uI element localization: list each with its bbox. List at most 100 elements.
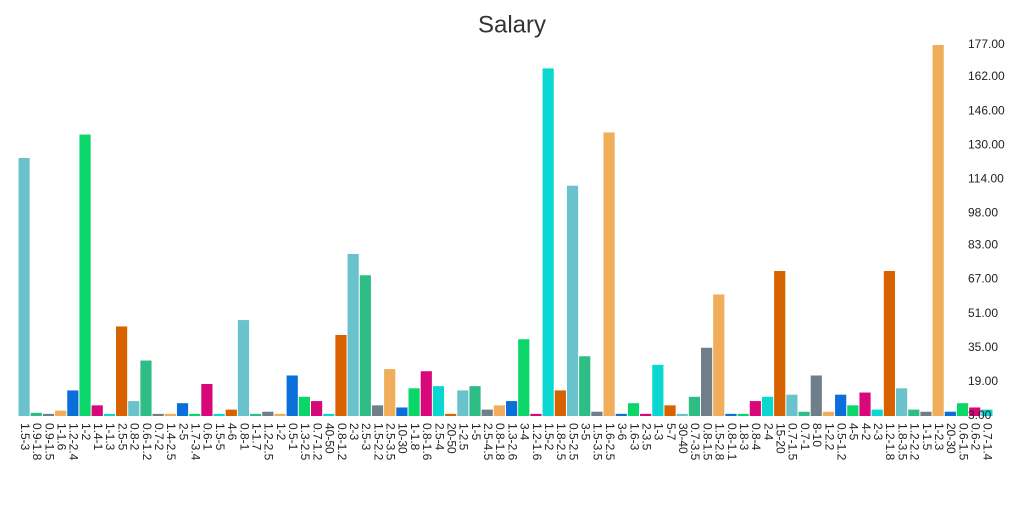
x-tick-label: 0.7-1.5 [786,423,800,461]
bar [42,413,55,416]
bar [225,409,237,416]
x-tick-label: 1.6-3 [627,423,641,451]
bar [79,134,91,416]
x-tick-label: 10-30 [396,423,410,454]
bar [786,394,798,416]
x-tick-label: 1.8-3.5 [895,423,909,461]
bar [298,396,310,416]
bar [908,409,920,416]
bar [530,413,542,416]
x-tick-label: 1-1.8 [408,423,422,451]
bar [737,413,749,416]
bar [237,320,250,416]
x-tick-label: 1.4-2.5 [164,423,178,461]
bar [506,401,518,416]
chart-title: Salary [478,11,546,38]
x-tick-label: 1.5-2.8 [713,423,727,461]
bar [883,271,895,416]
bar [359,275,371,416]
bar [469,386,481,416]
bar [274,413,286,416]
bar [554,390,566,416]
bar [713,294,725,416]
x-tick-label: 1-2.2 [822,423,836,451]
x-tick-label: 1.5-3 [18,423,32,451]
x-tick-label: 3-5 [579,423,593,441]
x-tick-label: 1.5-2 [542,423,556,451]
x-tick-label: 1-2 [79,423,93,441]
bar [128,401,140,416]
bar [262,411,274,416]
bar [213,413,225,416]
x-tick-label: 30-40 [676,423,690,454]
x-tick-label: 2.5-5 [115,423,129,451]
x-tick-label: 0.8-4 [749,423,763,451]
bar [189,413,201,416]
bar [493,405,505,416]
x-tick-label: 0.8-1.6 [420,423,434,461]
x-tick-label: 1-2.5 [457,423,471,451]
x-tick-label: 0.5-2.5 [566,423,580,461]
bar [774,271,786,416]
bar [725,413,737,416]
x-tick-label: 2-3 [871,423,885,441]
bar [445,413,457,416]
x-tick-label: 1.2-2.5 [262,423,276,461]
x-tick-label: 1.6-2.5 [603,423,617,461]
x-tick-label: 0.9-1.8 [30,423,44,461]
x-tick-label: 1.8-2.5 [554,423,568,461]
x-tick-label: 1-2.3 [932,423,946,451]
x-tick-label: 1-1.7 [249,423,263,451]
bar [896,388,908,416]
x-tick-label: 1-1.3 [103,423,117,451]
x-tick-label: 2.5-3.5 [384,423,398,461]
bar [969,407,981,416]
x-tick-label: 1-2 [274,423,288,441]
bar [676,413,688,416]
y-tick-label: 83.00 [968,238,998,252]
x-tick-label: 0.7-1 [798,423,812,451]
bar [749,401,761,416]
bar [640,413,652,416]
x-tick-label: 1.4-1 [91,423,105,451]
x-tick-label: 0.8-1.1 [725,423,739,461]
bar [932,45,944,416]
bar [542,68,554,416]
bar [176,403,189,416]
y-tick-label: 114.00 [968,171,1004,185]
bar [652,364,664,416]
x-tick-label: 1-5 [469,423,483,441]
x-tick-label: 0.6-1 [201,423,215,451]
bar [859,392,871,416]
x-tick-label: 1.2-1.6 [530,423,544,461]
x-tick-label: 0.7-3.5 [688,423,702,461]
bar [871,409,883,416]
x-tick-label: 1.2-2.2 [908,423,922,461]
x-tick-label: 2-4 [761,423,775,441]
bar [701,347,713,416]
x-tick-label: 15-20 [774,423,788,454]
bar [457,390,469,416]
bar [835,394,847,416]
bar [67,390,79,416]
bar [688,396,700,416]
bar [384,369,396,416]
x-tick-label: 1-1.6 [54,423,68,451]
bar [103,413,115,416]
bar [152,413,164,416]
bar [408,388,420,416]
x-tick-label: 4-6 [225,423,239,441]
x-tick-label: 5-7 [664,423,678,441]
bar [116,326,128,416]
bar [18,158,30,417]
bar [30,412,42,416]
bar [822,411,835,416]
bar [323,413,335,416]
bar [286,375,298,416]
bar [481,409,493,416]
x-tick-label: 1.8-3 [737,423,751,451]
x-tick-label: 0.5-1.2 [834,423,848,461]
bar [335,334,347,416]
bar [164,413,176,416]
